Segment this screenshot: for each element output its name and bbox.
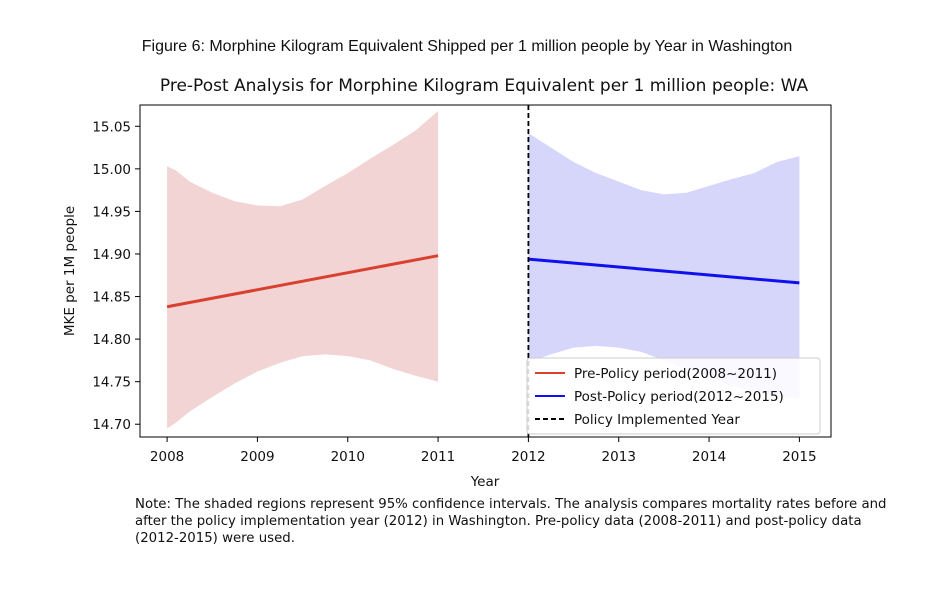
legend-label-2: Policy Implemented Year bbox=[574, 412, 740, 428]
x-axis: 2008 2009 2010 2011 2012 2013 2014 2015 bbox=[150, 437, 817, 465]
x-tick-label: 2015 bbox=[782, 449, 816, 465]
y-tick-label: 14.75 bbox=[92, 375, 131, 391]
y-tick-label: 14.90 bbox=[92, 247, 131, 263]
ci-band-1 bbox=[528, 133, 800, 399]
x-tick-label: 2012 bbox=[511, 449, 545, 465]
y-axis: 14.70 14.75 14.80 14.85 14.90 14.95 15.00 15.05 bbox=[92, 119, 140, 433]
x-tick-label: 2014 bbox=[692, 449, 726, 465]
series-line-0 bbox=[166, 254, 439, 309]
series-lines bbox=[166, 254, 800, 309]
chart-title: Pre-Post Analysis for Morphine Kilogram … bbox=[160, 76, 809, 96]
y-tick-label: 15.00 bbox=[92, 162, 131, 178]
y-tick-label: 15.05 bbox=[92, 119, 131, 135]
x-tick-label: 2013 bbox=[602, 449, 636, 465]
ci-band-0 bbox=[167, 111, 439, 429]
x-tick-label: 2011 bbox=[421, 449, 455, 465]
legend-box bbox=[526, 357, 821, 435]
figure-caption: Figure 6: Morphine Kilogram Equivalent S… bbox=[141, 38, 793, 55]
y-tick-label: 14.85 bbox=[92, 290, 131, 306]
y-tick-label: 14.70 bbox=[92, 417, 131, 433]
y-tick-label: 14.95 bbox=[92, 204, 131, 220]
x-tick-label: 2009 bbox=[240, 449, 274, 465]
x-axis-label: Year bbox=[470, 474, 500, 490]
y-tick-label: 14.80 bbox=[92, 332, 131, 348]
legend-label-1: Post-Policy period(2012~2015) bbox=[574, 389, 784, 405]
legend-label-0: Pre-Policy period(2008~2011) bbox=[574, 366, 777, 382]
y-axis-label: MKE per 1M people bbox=[62, 206, 78, 336]
x-tick-label: 2008 bbox=[150, 449, 184, 465]
plot-frame bbox=[139, 104, 832, 438]
confidence-bands bbox=[167, 111, 800, 429]
chart-note: Note: The shaded regions represent 95% c… bbox=[135, 497, 887, 546]
series-line-1 bbox=[528, 257, 800, 285]
legend: Pre-Policy period(2008~2011) Post-Policy … bbox=[526, 357, 821, 435]
x-tick-label: 2010 bbox=[331, 449, 365, 465]
